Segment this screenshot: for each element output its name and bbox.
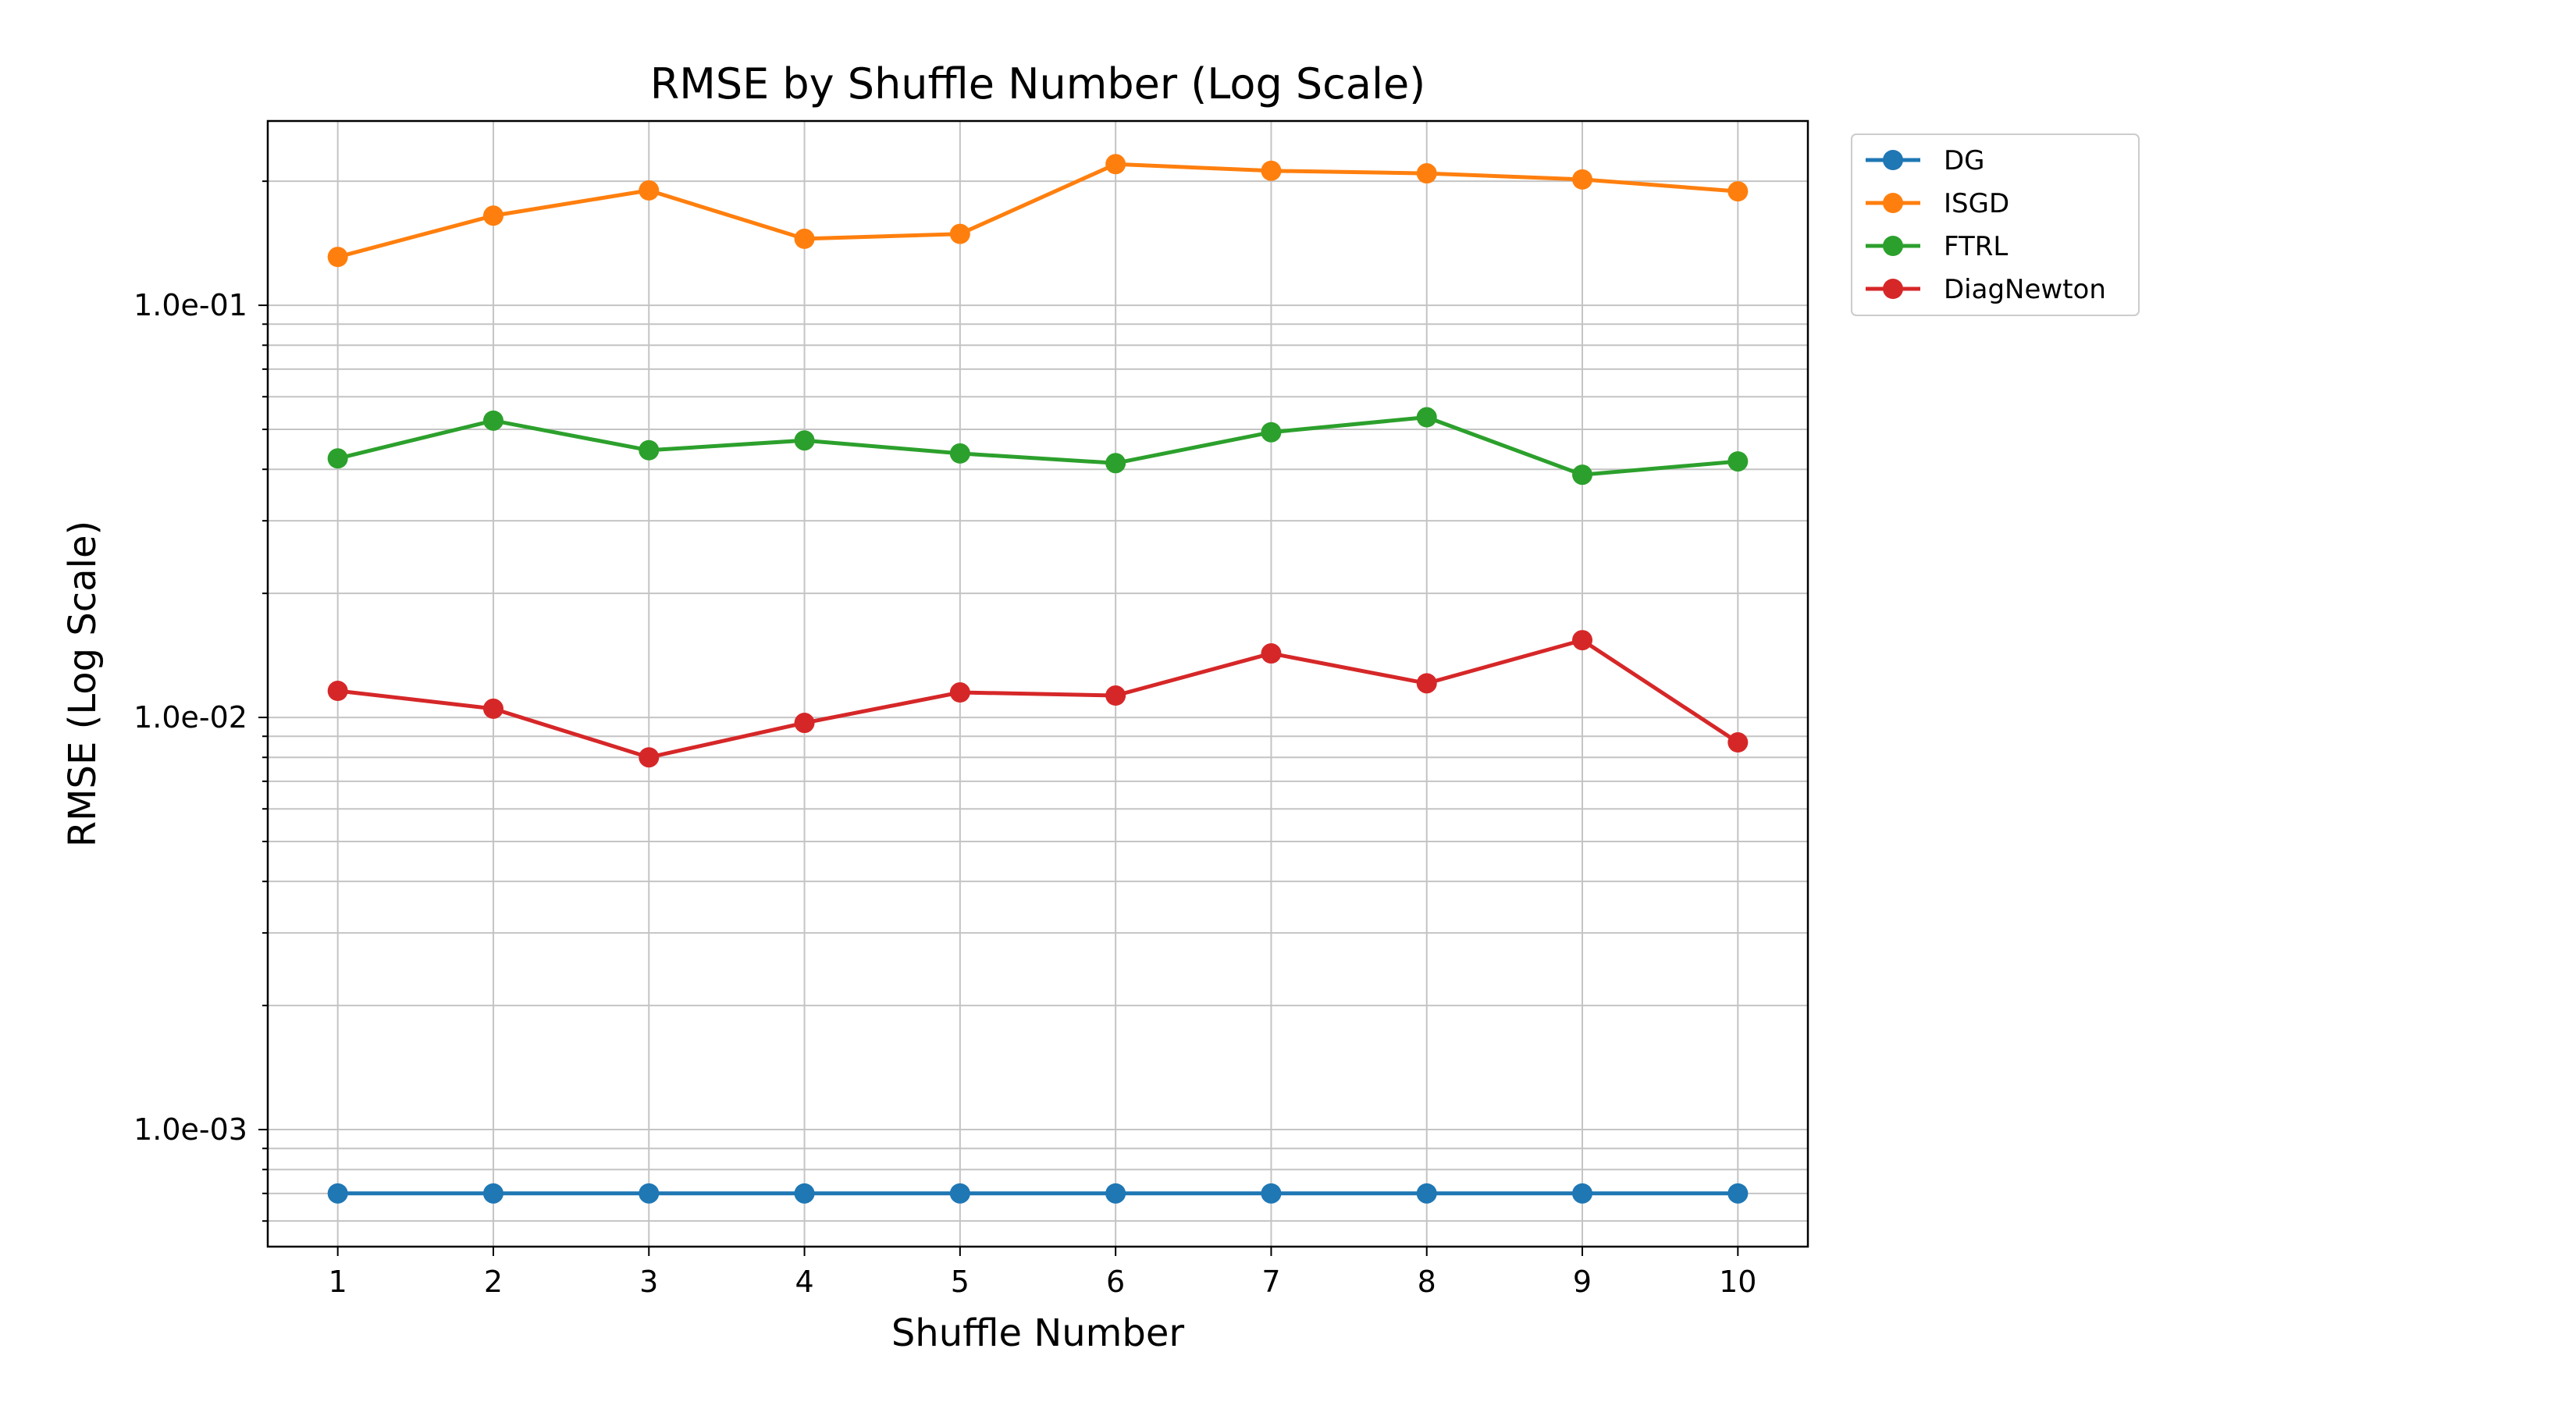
x-tick-label: 7 (1261, 1265, 1280, 1299)
data-point-dg (1727, 1183, 1749, 1204)
data-point-isgd (1261, 160, 1282, 181)
data-point-ftrl (1572, 464, 1593, 486)
y-tick-label: 1.0e-02 (133, 700, 247, 735)
data-point-diagnewton (482, 698, 503, 719)
legend: DG ISGD FTRL DiagNewton (1851, 133, 2140, 316)
data-point-isgd (327, 247, 348, 268)
data-point-diagnewton (794, 713, 815, 734)
data-point-diagnewton (1416, 673, 1437, 694)
data-point-dg (949, 1183, 970, 1204)
y-tick-label: 1.0e-01 (133, 288, 247, 322)
data-point-ftrl (1416, 407, 1437, 428)
series-ftrl (327, 407, 1749, 486)
data-point-dg (1572, 1183, 1593, 1204)
series-diagnewton (327, 630, 1749, 768)
x-tick-label: 1 (329, 1265, 347, 1299)
data-point-isgd (1572, 169, 1593, 190)
legend-marker-dg (1883, 150, 1903, 170)
data-point-ftrl (1261, 422, 1282, 443)
legend-label-ftrl: FTRL (1944, 231, 2008, 262)
data-point-diagnewton (327, 681, 348, 702)
data-point-dg (639, 1183, 660, 1204)
data-point-isgd (1727, 181, 1749, 202)
data-point-dg (482, 1183, 503, 1204)
axis-ticks: 1 2 3 4 5 6 7 8 9 10 1.0e-03 1.0e-02 1.0e-01 (133, 180, 1756, 1299)
plot-frame (266, 119, 1809, 1248)
x-tick-label: 3 (639, 1265, 658, 1299)
data-point-dg (1105, 1183, 1126, 1204)
x-tick-label: 4 (795, 1265, 813, 1299)
x-axis-label: Shuffle Number (891, 1311, 1185, 1355)
series-group (327, 154, 1749, 1204)
x-tick-label: 2 (484, 1265, 503, 1299)
chart-title: RMSE by Shuffle Number (Log Scale) (650, 59, 1426, 109)
data-point-isgd (639, 180, 660, 201)
data-point-diagnewton (1572, 630, 1593, 651)
x-tick-label: 9 (1573, 1265, 1592, 1299)
series-line-isgd (337, 162, 1738, 259)
data-point-dg (1416, 1183, 1437, 1204)
data-point-isgd (482, 205, 503, 226)
x-tick-label: 10 (1719, 1265, 1756, 1299)
data-point-ftrl (1727, 451, 1749, 472)
legend-marker-ftrl (1883, 236, 1903, 256)
x-tick-label: 8 (1418, 1265, 1436, 1299)
data-point-isgd (1416, 163, 1437, 184)
legend-label-diagnewton: DiagNewton (1944, 274, 2106, 305)
data-point-dg (327, 1183, 348, 1204)
legend-box (1851, 133, 2140, 316)
x-tick-label: 5 (951, 1265, 970, 1299)
data-point-diagnewton (639, 747, 660, 768)
data-point-ftrl (327, 448, 348, 469)
legend-label-dg: DG (1944, 145, 1985, 176)
data-point-dg (1261, 1183, 1282, 1204)
y-axis-label: RMSE (Log Scale) (61, 521, 105, 847)
data-point-ftrl (1105, 453, 1126, 474)
data-point-ftrl (639, 439, 660, 461)
legend-marker-isgd (1883, 193, 1903, 213)
grid-lines (268, 121, 1808, 1247)
series-isgd (327, 154, 1749, 268)
data-point-isgd (794, 228, 815, 249)
series-line-diagnewton (337, 638, 1739, 760)
legend-marker-diagnewton (1883, 279, 1903, 299)
data-point-ftrl (949, 443, 970, 464)
series-line-ftrl (337, 415, 1738, 477)
series-dg (327, 1183, 1749, 1204)
data-point-isgd (1105, 154, 1126, 175)
data-point-isgd (949, 223, 970, 244)
legend-label-isgd: ISGD (1944, 188, 2009, 219)
data-point-ftrl (794, 430, 815, 451)
y-tick-label: 1.0e-03 (133, 1112, 247, 1147)
data-point-diagnewton (1727, 732, 1749, 753)
x-tick-label: 6 (1106, 1265, 1125, 1299)
data-point-diagnewton (1261, 643, 1282, 664)
data-point-ftrl (482, 410, 503, 431)
data-point-diagnewton (1105, 685, 1126, 706)
data-point-dg (794, 1183, 815, 1204)
data-point-diagnewton (949, 682, 970, 703)
